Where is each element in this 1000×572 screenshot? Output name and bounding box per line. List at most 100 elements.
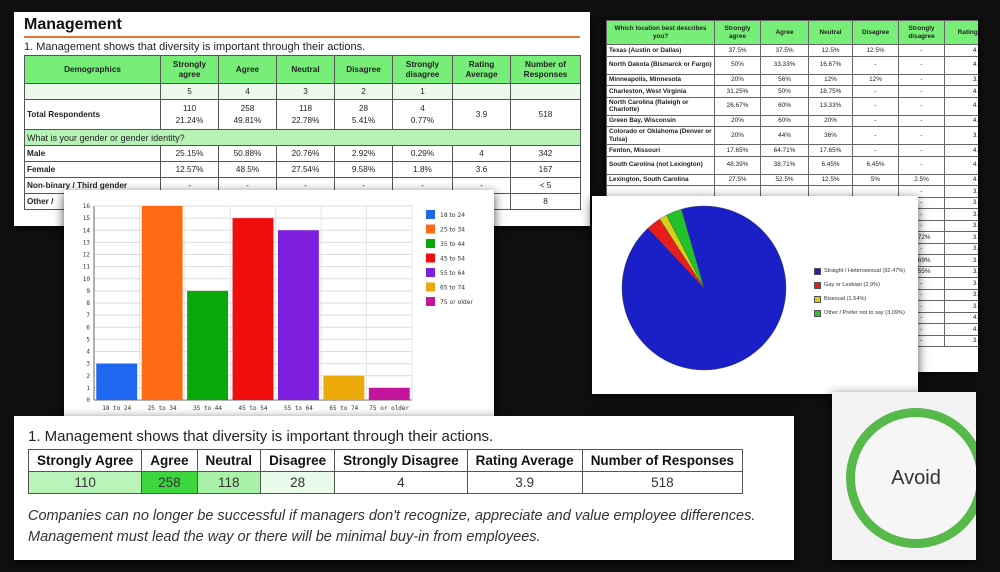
location-cell: 50%	[760, 85, 809, 98]
summary-note: Companies can no longer be successful if…	[28, 508, 756, 546]
summary-question: 1. Management shows that diversity is im…	[28, 428, 494, 445]
header-strongly-disagree: Strongly disagree	[898, 20, 945, 45]
location-name: Texas (Austin or Dallas)	[606, 44, 715, 57]
header-rating-average: Rating Aver	[944, 20, 978, 45]
location-name: Green Bay, Wisconsin	[606, 114, 715, 127]
location-row: Charleston, West Virginia 31.25% 50% 18.75%…	[606, 85, 978, 98]
location-cell: 56%	[760, 73, 809, 86]
bar-25-to-34	[141, 206, 183, 400]
location-cell: 17.65%	[714, 144, 761, 157]
header-strongly-disagree: Strongly Disagree	[334, 449, 468, 472]
location-cell: 6.45%	[852, 155, 899, 175]
location-cell: 3.	[944, 334, 978, 347]
y-tick-label: 1	[86, 385, 90, 392]
location-name: South Carolina (not Lexington)	[606, 155, 715, 175]
y-tick-label: 8	[86, 300, 90, 307]
location-cell: -	[852, 85, 899, 98]
location-row: North Dakota (Bismarck or Fargo) 50% 33.33…	[606, 55, 978, 75]
legend-swatch	[814, 267, 821, 275]
location-name: Lexington, South Carolina	[606, 173, 715, 186]
location-cell: 20%	[714, 114, 761, 127]
location-cell: 4.	[944, 96, 978, 116]
location-cell: 4.	[944, 114, 978, 127]
total-cell: 258 49.81%	[218, 99, 277, 130]
y-tick-label: 7	[86, 312, 90, 319]
y-tick-label: 6	[86, 324, 90, 331]
total-cell: 110 21.24%	[160, 99, 219, 130]
total-cell: 28 5.41%	[334, 99, 393, 130]
legend-swatch	[814, 309, 821, 317]
location-row: Colorado or Oklahoma (Denver or Tulsa) 20…	[606, 126, 978, 145]
location-cell: -	[898, 155, 945, 175]
location-row: -3.	[606, 185, 978, 198]
y-tick-label: 0	[86, 397, 90, 404]
header-disagree: Disagree	[260, 449, 336, 472]
age-bar-chart-card: 0 1 2 3 4 5 6 7 8 9 10 11 12 13 14 15 16 18 to 24 25 to 34…	[64, 190, 494, 418]
location-cell: 12.5%	[852, 44, 899, 57]
y-tick-label: 12	[83, 252, 91, 259]
x-tick-label: 75 or older	[369, 405, 409, 412]
location-header-row: Which location best describes you? Stron…	[606, 20, 978, 45]
location-cell: 5%	[852, 173, 899, 186]
header-number-of-responses: Number of Responses	[510, 55, 581, 84]
orientation-pie-chart-card: Straight / Heterosexual (92.47%) Gay or L…	[592, 196, 918, 394]
location-cell: -	[852, 114, 899, 127]
bar-45-to-54	[232, 218, 274, 400]
header-neutral: Neutral	[196, 449, 262, 472]
weights-row: 5 4 3 2 1	[24, 83, 581, 100]
gender-question: What is your gender or gender identity?	[24, 129, 581, 146]
pie-legend-item: Other / Prefer not to say (3.09%)	[814, 306, 905, 320]
management-question: 1. Management shows that diversity is im…	[24, 41, 366, 53]
x-tick-label: 65 to 74	[329, 405, 358, 412]
legend-swatch	[426, 268, 435, 277]
location-cell: -	[852, 126, 899, 145]
location-cell: 13.33%	[808, 96, 853, 116]
location-cell: -	[898, 73, 945, 86]
legend-label: 75 or older	[440, 299, 473, 306]
legend-label: Bisexual (1.54%)	[824, 296, 867, 302]
legend-label: 18 to 24	[440, 212, 465, 219]
pie-slice	[666, 208, 705, 289]
location-row: Fenton, Missouri 17.65% 64.71% 17.65% - -4.	[606, 144, 978, 157]
total-rating: 3.9	[452, 99, 511, 130]
location-cell: 3.	[944, 242, 978, 255]
total-respondents-label: Total Respondents	[24, 99, 161, 130]
legend-swatch	[426, 224, 435, 234]
legend-label: 35 to 44	[440, 241, 465, 248]
header-strongly-agree: Strongly Agree	[27, 449, 143, 472]
gender-question-row: What is your gender or gender identity?	[24, 129, 581, 146]
y-tick-label: 2	[86, 373, 90, 380]
location-row: Texas (Austin or Dallas) 37.5% 37.5% 12.5% 1…	[606, 44, 978, 57]
location-cell: 12%	[852, 73, 899, 86]
location-cell: 50%	[714, 55, 761, 75]
location-cell: 52.5%	[760, 173, 809, 186]
location-cell: 4.	[944, 55, 978, 75]
location-name: Charleston, West Virginia	[606, 85, 715, 98]
location-cell: -	[852, 144, 899, 157]
y-tick-label: 3	[86, 361, 90, 368]
location-cell: 27.5%	[714, 173, 761, 186]
x-tick-label: 18 to 24	[102, 405, 131, 412]
y-tick-label: 9	[86, 288, 90, 295]
location-cell: 4.	[944, 173, 978, 186]
location-cell: 4.	[944, 155, 978, 175]
location-cell: 6.45%	[808, 155, 853, 175]
y-tick-label: 16	[83, 203, 91, 210]
value-rating-average: 3.9	[466, 471, 583, 494]
location-cell: 20%	[714, 73, 761, 86]
legend-label: Other / Prefer not to say (3.09%)	[824, 310, 905, 316]
legend-swatch	[426, 297, 435, 306]
header-agree: Agree	[760, 20, 809, 45]
location-cell: 38.71%	[760, 155, 809, 175]
legend-swatch	[426, 253, 435, 263]
total-responses: 518	[510, 99, 581, 130]
location-cell: 37.5%	[760, 44, 809, 57]
location-name: Colorado or Oklahoma (Denver or Tulsa)	[606, 126, 715, 145]
header-rating-average: Rating Average	[452, 55, 511, 84]
header-demographics: Demographics	[24, 55, 161, 84]
location-name: North Carolina (Raleigh or Charlotte)	[606, 96, 715, 116]
location-cell: 12%	[808, 73, 853, 86]
bar-18-to-24	[96, 363, 138, 400]
location-cell: 31.25%	[714, 85, 761, 98]
location-cell: -	[852, 55, 899, 75]
